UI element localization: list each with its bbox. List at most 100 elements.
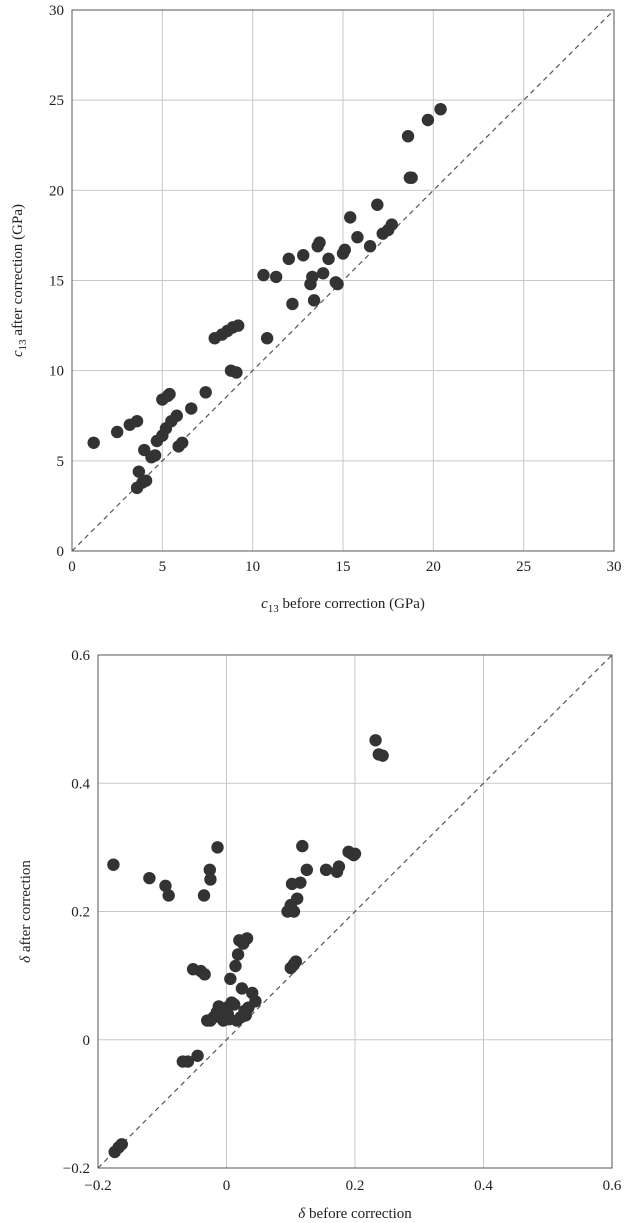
y-tick-label: 20 (49, 183, 64, 199)
x-tick-label: −0.2 (84, 1178, 111, 1194)
y-tick-label: 15 (49, 274, 64, 290)
data-point (351, 231, 364, 244)
plot-frame (97, 654, 613, 1169)
y-tick-label: 0 (83, 1033, 91, 1049)
data-point (332, 860, 346, 873)
data-point (87, 436, 100, 449)
data-point (235, 982, 249, 995)
data-point (297, 249, 310, 262)
x-tick-label: 15 (336, 559, 351, 575)
x-tick-label: 10 (245, 559, 260, 575)
data-point (257, 268, 270, 282)
data-point (290, 892, 304, 905)
data-point (185, 402, 198, 415)
data-point (319, 863, 333, 877)
x-tick-label: 25 (516, 559, 531, 575)
data-point (115, 1138, 128, 1151)
x-tick-label: 0.6 (603, 1178, 622, 1194)
x-tick-label: 0 (68, 559, 76, 575)
data-point (376, 749, 389, 762)
y-tick-label: 0.4 (71, 776, 90, 792)
data-point (230, 366, 243, 379)
data-point (240, 932, 254, 945)
data-point (139, 474, 153, 487)
x-tick-label: 0.4 (474, 1178, 493, 1194)
data-point (369, 734, 382, 747)
data-point (203, 863, 216, 877)
data-point (348, 847, 362, 860)
data-point (231, 948, 245, 961)
x-tick-label: 0 (223, 1178, 231, 1194)
data-point (269, 270, 283, 284)
chart-2: −0.2 0 0.2 0.4 0.6 −0.2 0 0.2 0.4 0.6 δ before cor… (18, 648, 622, 1222)
reference-line-y-equals-x (71, 9, 615, 552)
plot-frame (71, 9, 615, 552)
data-point (224, 972, 237, 986)
data-point (282, 252, 295, 266)
data-point (159, 879, 172, 893)
data-point (316, 267, 330, 280)
data-point (434, 102, 447, 116)
y-tick-label: 25 (49, 93, 64, 109)
data-point (287, 905, 301, 918)
data-point (162, 889, 175, 902)
x-tick-label: 5 (159, 559, 167, 575)
data-point (313, 236, 326, 249)
x-axis-label: c13 before correction (GPa) (261, 596, 425, 615)
y-tick-label: 30 (49, 3, 64, 19)
data-point (232, 319, 245, 332)
data-point (286, 297, 299, 311)
data-point (307, 294, 321, 307)
data-point (294, 876, 307, 889)
y-tick-label: 10 (49, 364, 64, 380)
x-tick-label: 20 (426, 559, 441, 575)
reference-line-y-equals-x (97, 654, 613, 1169)
data-point (401, 130, 415, 143)
data-point (204, 873, 217, 886)
x-tick-label: 0.2 (346, 1178, 365, 1194)
data-point (198, 968, 211, 981)
data-point (143, 871, 156, 885)
data-point (338, 243, 352, 257)
data-point (385, 218, 398, 231)
data-point (228, 998, 241, 1011)
data-point (229, 959, 242, 973)
data-point (300, 863, 314, 877)
data-point (421, 113, 435, 127)
data-point (322, 252, 335, 266)
data-point (130, 414, 144, 428)
data-point (260, 332, 274, 345)
y-tick-label: 0.2 (71, 905, 90, 921)
data-point (289, 955, 303, 968)
data-point (107, 858, 120, 871)
y-tick-label: 0.6 (71, 648, 90, 664)
data-point (211, 841, 224, 854)
data-point (132, 465, 146, 478)
data-point (170, 409, 183, 422)
data-point (249, 995, 262, 1008)
y-axis-label: δ after correction (18, 860, 34, 963)
data-point (363, 240, 377, 253)
data-point (181, 1055, 195, 1068)
data-point (306, 270, 319, 284)
y-axis-label: c13 after correction (GPa) (10, 204, 29, 357)
x-axis-label: δ before correction (298, 1206, 412, 1222)
y-tick-label: −0.2 (63, 1161, 90, 1177)
x-tick-label: 30 (607, 559, 622, 575)
data-point (197, 889, 211, 902)
chart-1: 0 5 10 15 20 25 30 0 5 10 15 20 25 30 c13 before corre… (10, 3, 622, 615)
data-point (110, 425, 124, 439)
data-point (405, 171, 418, 184)
data-point (163, 387, 176, 401)
data-point (331, 277, 344, 291)
data-point (371, 198, 384, 211)
data-point (296, 839, 309, 853)
data-point (344, 211, 357, 224)
data-point (148, 449, 162, 462)
y-tick-label: 5 (57, 454, 65, 470)
y-tick-label: 0 (57, 544, 65, 560)
data-point (199, 386, 212, 399)
data-point (191, 1049, 204, 1062)
